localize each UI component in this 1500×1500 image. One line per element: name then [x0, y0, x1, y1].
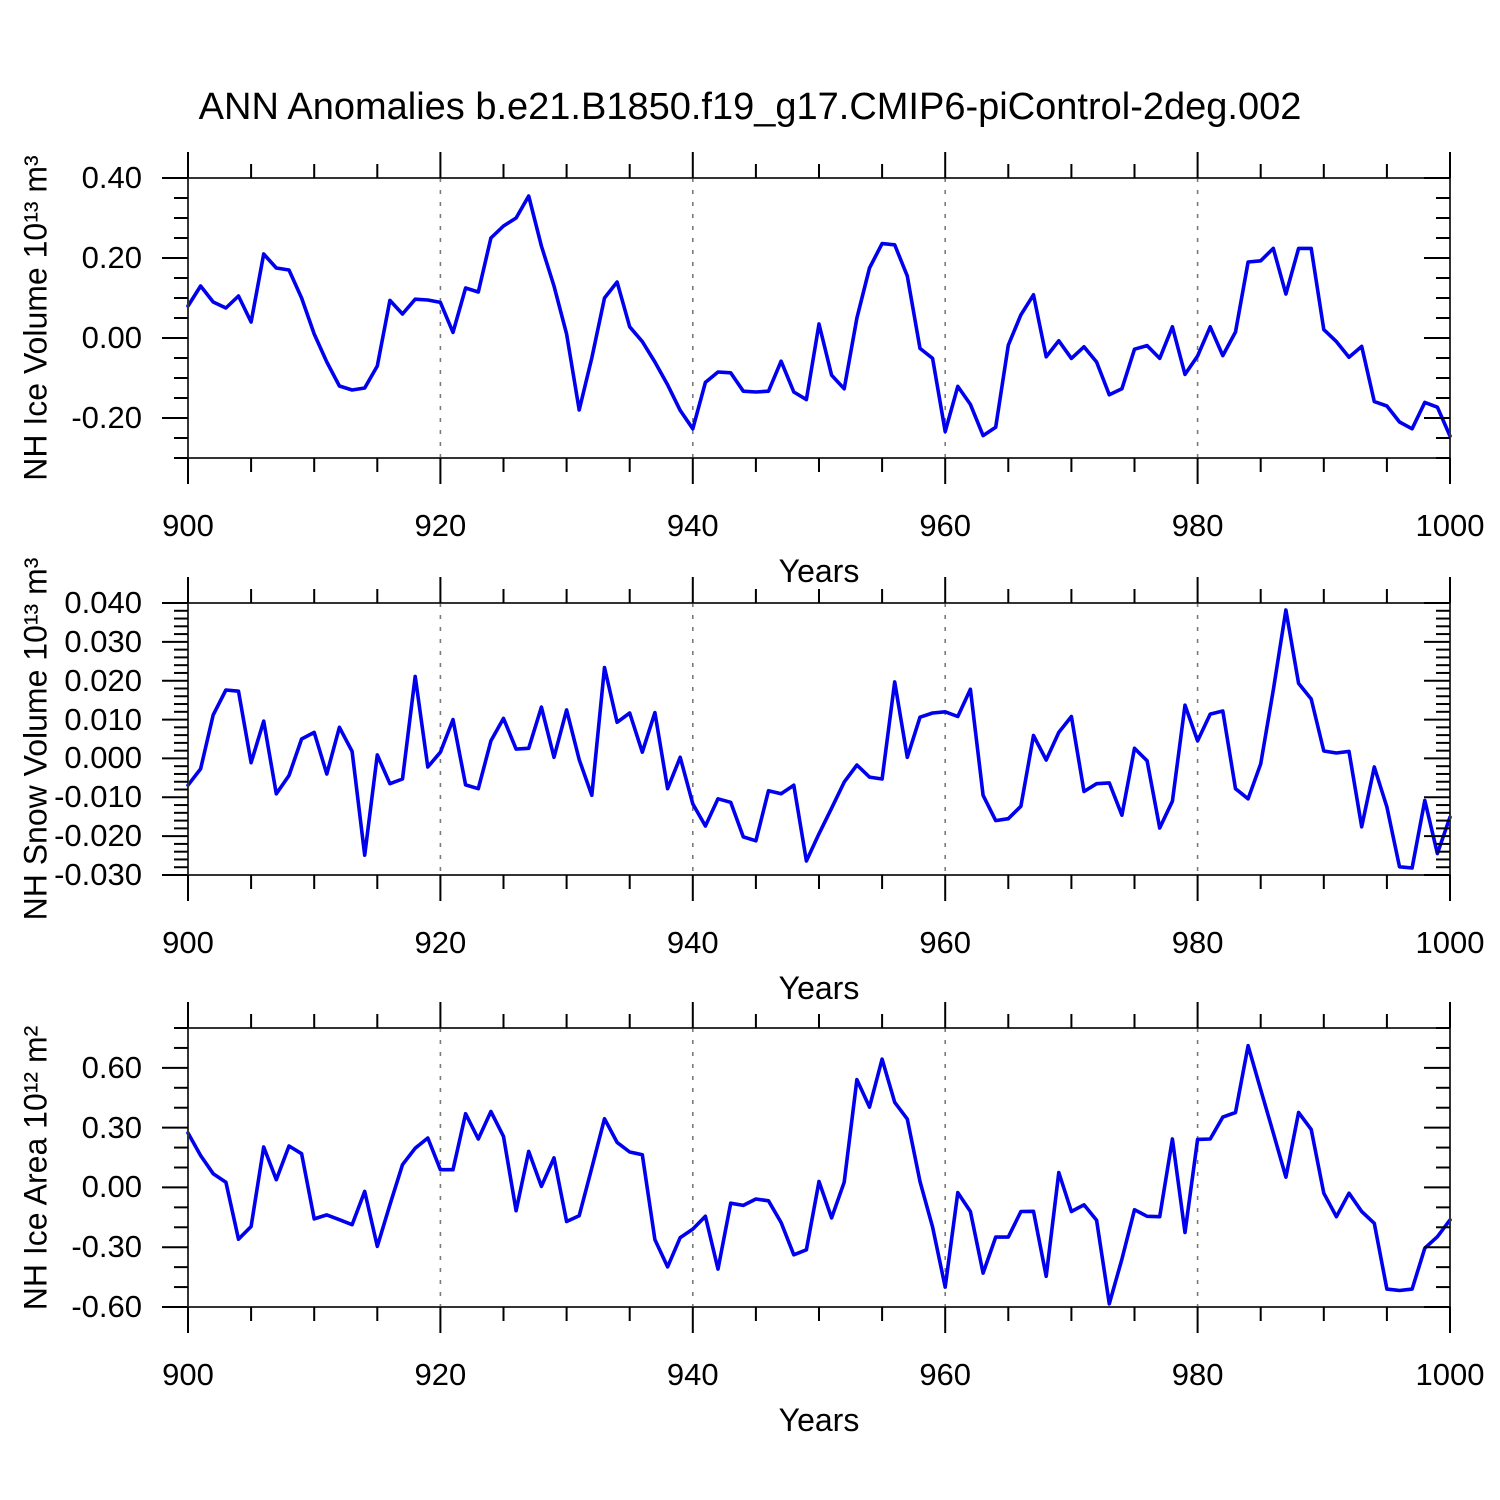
panel2-ytick-label-0.010: 0.010	[64, 701, 142, 737]
panel1-frame	[187, 177, 1451, 459]
panel2-xaxis-title: Years	[778, 970, 860, 1006]
panel2-ytick-label-0.030: 0.030	[64, 623, 142, 659]
panel3-xtick-label-1000: 1000	[1415, 1357, 1485, 1392]
panel1-ytick-label--0.20: -0.20	[71, 400, 142, 435]
panel2-ytick-label--0.020: -0.020	[54, 818, 142, 854]
chart-title: ANN Anomalies b.e21.B1850.f19_g17.CMIP6-…	[198, 86, 1302, 128]
panel1-yaxis-title: NH Ice Volume 10¹³ m³	[17, 155, 54, 481]
panel1-ytick-label-0.40: 0.40	[81, 160, 142, 195]
panel3-xtick-label-960: 960	[919, 1357, 972, 1392]
panel3-xtick-label-920: 920	[414, 1357, 467, 1392]
panel1-xtick-label-900: 900	[162, 508, 214, 543]
panel1-xtick-label-920: 920	[414, 508, 467, 543]
panel3-xtick-label-980: 980	[1171, 1357, 1224, 1392]
panel2-ytick-label-0.020: 0.020	[64, 662, 142, 698]
panel3-ytick-label-0.60: 0.60	[81, 1049, 142, 1085]
panel3-xtick-label-940: 940	[666, 1357, 719, 1392]
panel2-yaxis-title: NH Snow Volume 10¹³ m³	[17, 557, 54, 921]
panel2-ytick-label--0.010: -0.010	[54, 779, 142, 815]
panel1-series-line	[186, 194, 1452, 438]
panel2-ytick-label-0.000: 0.000	[64, 740, 142, 776]
panel1-xtick-label-980: 980	[1171, 508, 1224, 543]
panel2-xtick-label-940: 940	[666, 925, 719, 960]
panel2-xtick-label-960: 960	[919, 925, 972, 960]
panel2-xtick-label-980: 980	[1171, 925, 1224, 960]
panel3-ytick-label--0.30: -0.30	[71, 1229, 142, 1265]
panel1-xtick-label-960: 960	[919, 508, 972, 543]
panel2-xtick-label-1000: 1000	[1415, 925, 1485, 960]
panel1-xaxis-title: Years	[778, 553, 860, 589]
panel1-ytick-label-0.00: 0.00	[81, 320, 142, 355]
panel3-ytick-label-0.00: 0.00	[81, 1169, 142, 1205]
panel2-ytick-label-0.040: 0.040	[64, 585, 142, 620]
panel1-ytick-label-0.20: 0.20	[81, 240, 142, 275]
panel3-series-line	[186, 1043, 1452, 1306]
panel3-frame	[187, 1027, 1451, 1308]
panel3-ytick-label-0.30: 0.30	[81, 1109, 142, 1145]
panel1-xtick-label-1000: 1000	[1415, 508, 1485, 543]
panel3-xtick-label-900: 900	[162, 1357, 214, 1392]
panel2-xtick-label-920: 920	[414, 925, 467, 960]
panel3-xaxis-title: Years	[778, 1402, 860, 1438]
panel2-ytick-label--0.030: -0.030	[54, 857, 142, 892]
panel1-xtick-label-940: 940	[666, 508, 719, 543]
panel3-ytick-label--0.60: -0.60	[71, 1289, 142, 1324]
panel2-series-line	[186, 608, 1452, 870]
panel2-xtick-label-900: 900	[162, 925, 214, 960]
panel3-yaxis-title: NH Ice Area 10¹² m²	[17, 1025, 54, 1310]
